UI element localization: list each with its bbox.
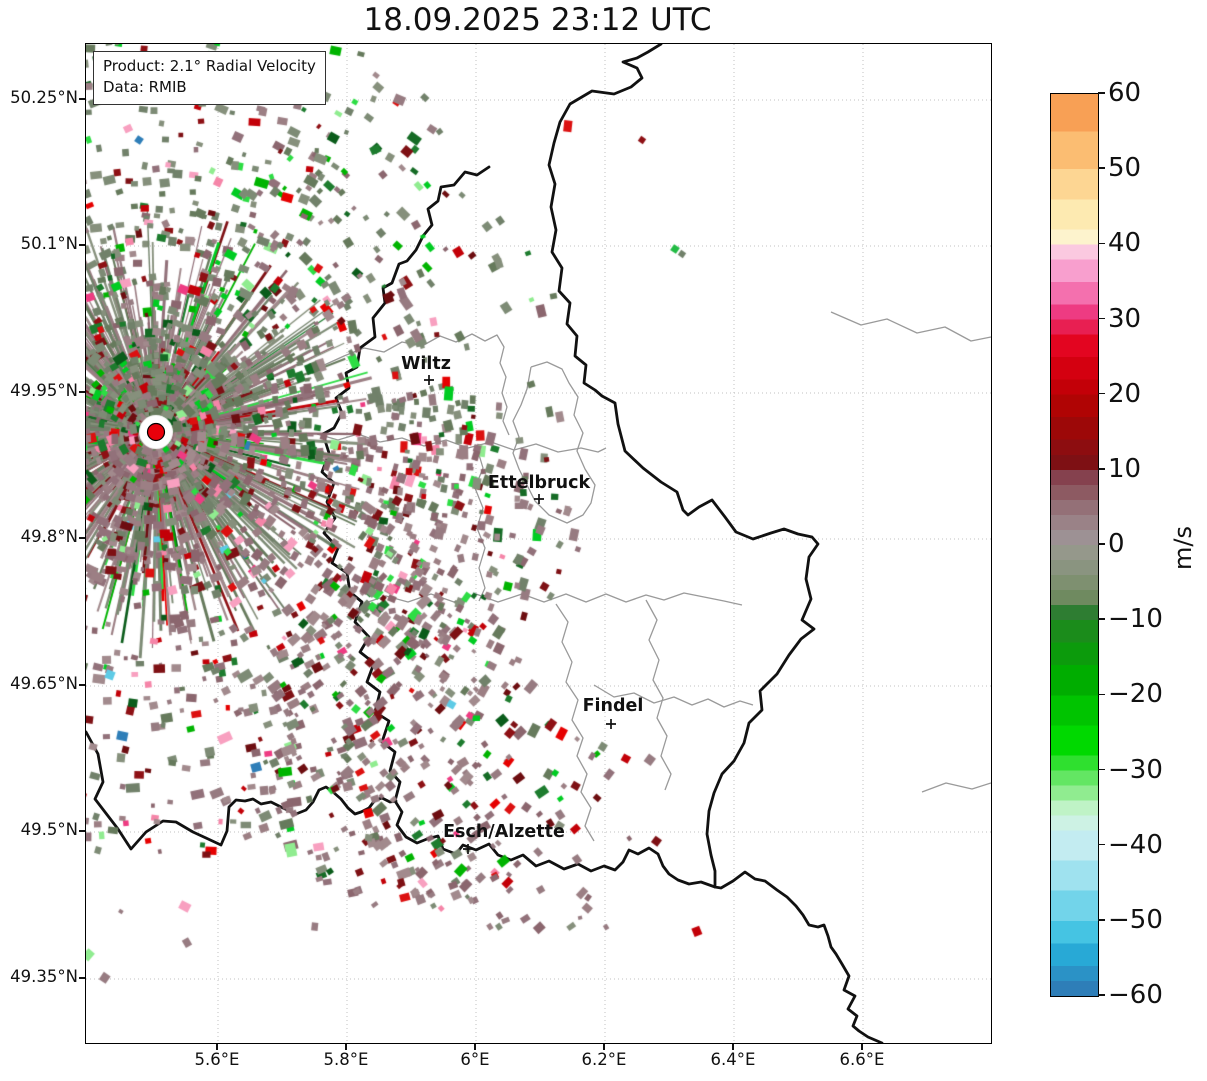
city-plus-icon: [534, 494, 544, 504]
product-legend: Product: 2.1° Radial Velocity Data: RMIB: [93, 51, 326, 105]
y-axis-tick-mark: [79, 98, 85, 99]
map-annotation-layer: Wiltz Ettelbruck Findel Esch/Alzette: [86, 44, 991, 1043]
colorbar-tick-mark: [1098, 694, 1105, 696]
x-axis-tick-mark: [861, 1044, 862, 1050]
y-axis-tick-mark: [79, 977, 85, 978]
x-axis-tick-label: 6°E: [435, 1050, 515, 1069]
y-axis-tick-mark: [79, 684, 85, 685]
colorbar-tick-mark: [1098, 318, 1105, 320]
colorbar-tick-label: −50: [1108, 904, 1198, 936]
x-axis-tick-mark: [345, 1044, 346, 1050]
x-axis-tick-mark: [216, 1044, 217, 1050]
x-axis-tick-label: 6.2°E: [564, 1050, 644, 1069]
x-axis-tick-label: 6.6°E: [822, 1050, 902, 1069]
city-marker-esch-alzette: Esch/Alzette: [443, 822, 565, 854]
colorbar-tick-label: 20: [1108, 378, 1198, 410]
colorbar-tick-label: −40: [1108, 829, 1198, 861]
y-axis-tick-label: 50.1°N: [6, 234, 78, 253]
colorbar-tick-label: −20: [1108, 678, 1198, 710]
x-axis-tick-label: 6.4°E: [693, 1050, 773, 1069]
city-label: Wiltz: [401, 354, 451, 374]
colorbar-tick-mark: [1098, 919, 1105, 921]
city-label: Findel: [583, 696, 644, 716]
plot-area: Wiltz Ettelbruck Findel Esch/Alzette Produc…: [85, 43, 992, 1044]
x-axis-tick-label: 5.8°E: [306, 1050, 386, 1069]
y-axis-tick-label: 49.65°N: [6, 674, 78, 693]
x-axis-tick-mark: [474, 1044, 475, 1050]
y-axis-tick-label: 49.35°N: [6, 967, 78, 986]
city-marker-wiltz: Wiltz: [401, 354, 451, 385]
colorbar-tick-label: 10: [1108, 453, 1198, 485]
y-axis-tick-label: 49.5°N: [6, 820, 78, 839]
legend-product-line: Product: 2.1° Radial Velocity: [103, 56, 316, 77]
y-axis-tick-label: 50.25°N: [6, 88, 78, 107]
city-plus-icon: [424, 375, 434, 385]
x-axis-tick-mark: [603, 1044, 604, 1050]
colorbar-tick-label: 60: [1108, 77, 1198, 109]
colorbar-tick-mark: [1098, 543, 1105, 545]
colorbar-tick-label: 30: [1108, 303, 1198, 335]
colorbar-tick-label: −10: [1108, 603, 1198, 635]
y-axis-tick-mark: [79, 244, 85, 245]
y-axis-tick-label: 49.95°N: [6, 381, 78, 400]
colorbar-tick-mark: [1098, 92, 1105, 94]
colorbar-tick-mark: [1098, 393, 1105, 395]
colorbar-tick-mark: [1098, 618, 1105, 620]
colorbar-tick-label: −60: [1108, 979, 1198, 1011]
x-axis-tick-label: 5.6°E: [177, 1050, 257, 1069]
colorbar-tick-mark: [1098, 468, 1105, 470]
radar-site-marker: [148, 424, 165, 441]
x-axis-tick-mark: [732, 1044, 733, 1050]
y-axis-tick-mark: [79, 830, 85, 831]
y-axis-tick-label: 49.8°N: [6, 527, 78, 546]
city-marker-ettelbruck: Ettelbruck: [488, 473, 591, 504]
colorbar: [1050, 93, 1099, 997]
city-label: Ettelbruck: [488, 473, 591, 493]
city-plus-icon: [463, 844, 473, 854]
y-axis-tick-mark: [79, 391, 85, 392]
colorbar-tick-mark: [1098, 243, 1105, 245]
city-marker-findel: Findel: [583, 696, 644, 729]
colorbar-tick-label: 50: [1108, 152, 1198, 184]
colorbar-tick-mark: [1098, 844, 1105, 846]
colorbar-tick-mark: [1098, 769, 1105, 771]
colorbar-tick-label: −30: [1108, 754, 1198, 786]
figure-title: 18.09.2025 23:12 UTC: [85, 2, 990, 38]
city-plus-icon: [606, 719, 616, 729]
colorbar-tick-label: 40: [1108, 227, 1198, 259]
radar-figure: 18.09.2025 23:12 UTC Wiltz Ettelbruck Find…: [0, 0, 1207, 1081]
colorbar-tick-mark: [1098, 994, 1105, 996]
colorbar-tick-mark: [1098, 167, 1105, 169]
colorbar-gradient: [1051, 94, 1098, 996]
legend-data-line: Data: RMIB: [103, 77, 316, 98]
city-label: Esch/Alzette: [443, 822, 565, 842]
colorbar-tick-label: 0: [1108, 528, 1198, 560]
y-axis-tick-mark: [79, 537, 85, 538]
